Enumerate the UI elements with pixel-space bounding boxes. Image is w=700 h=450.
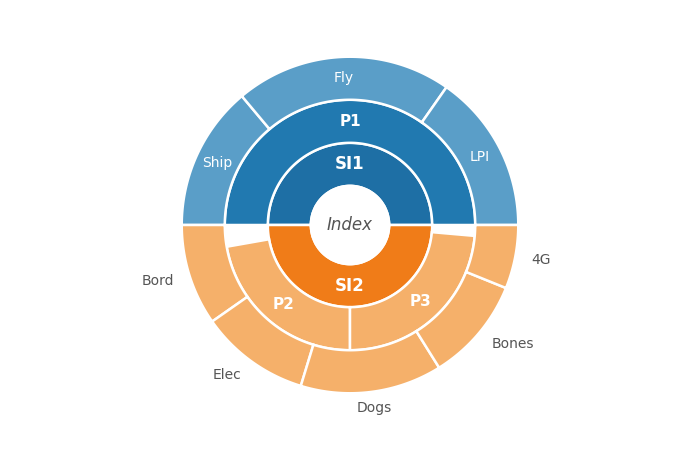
Polygon shape xyxy=(350,232,475,350)
Text: Ship: Ship xyxy=(202,156,232,170)
Polygon shape xyxy=(466,225,518,288)
Text: SI2: SI2 xyxy=(335,277,365,295)
Text: P3: P3 xyxy=(410,294,431,309)
Polygon shape xyxy=(241,57,447,129)
Text: SI1: SI1 xyxy=(335,155,365,173)
Ellipse shape xyxy=(311,186,389,264)
Text: Dogs: Dogs xyxy=(356,401,392,415)
Text: P2: P2 xyxy=(272,297,294,312)
Polygon shape xyxy=(227,239,350,350)
Text: Bones: Bones xyxy=(491,337,534,351)
Text: LPI: LPI xyxy=(470,150,490,164)
Polygon shape xyxy=(268,143,432,225)
Polygon shape xyxy=(182,225,247,321)
Polygon shape xyxy=(268,225,432,307)
Text: P1: P1 xyxy=(340,114,360,129)
Text: Fly: Fly xyxy=(333,72,354,86)
Text: Elec: Elec xyxy=(213,368,241,382)
Polygon shape xyxy=(212,297,314,386)
Polygon shape xyxy=(416,272,506,368)
Text: 4G: 4G xyxy=(531,253,551,267)
Polygon shape xyxy=(182,96,270,225)
Polygon shape xyxy=(422,87,518,225)
Text: Index: Index xyxy=(327,216,373,234)
Text: Bord: Bord xyxy=(141,274,174,288)
Polygon shape xyxy=(301,331,439,393)
Polygon shape xyxy=(225,100,475,225)
